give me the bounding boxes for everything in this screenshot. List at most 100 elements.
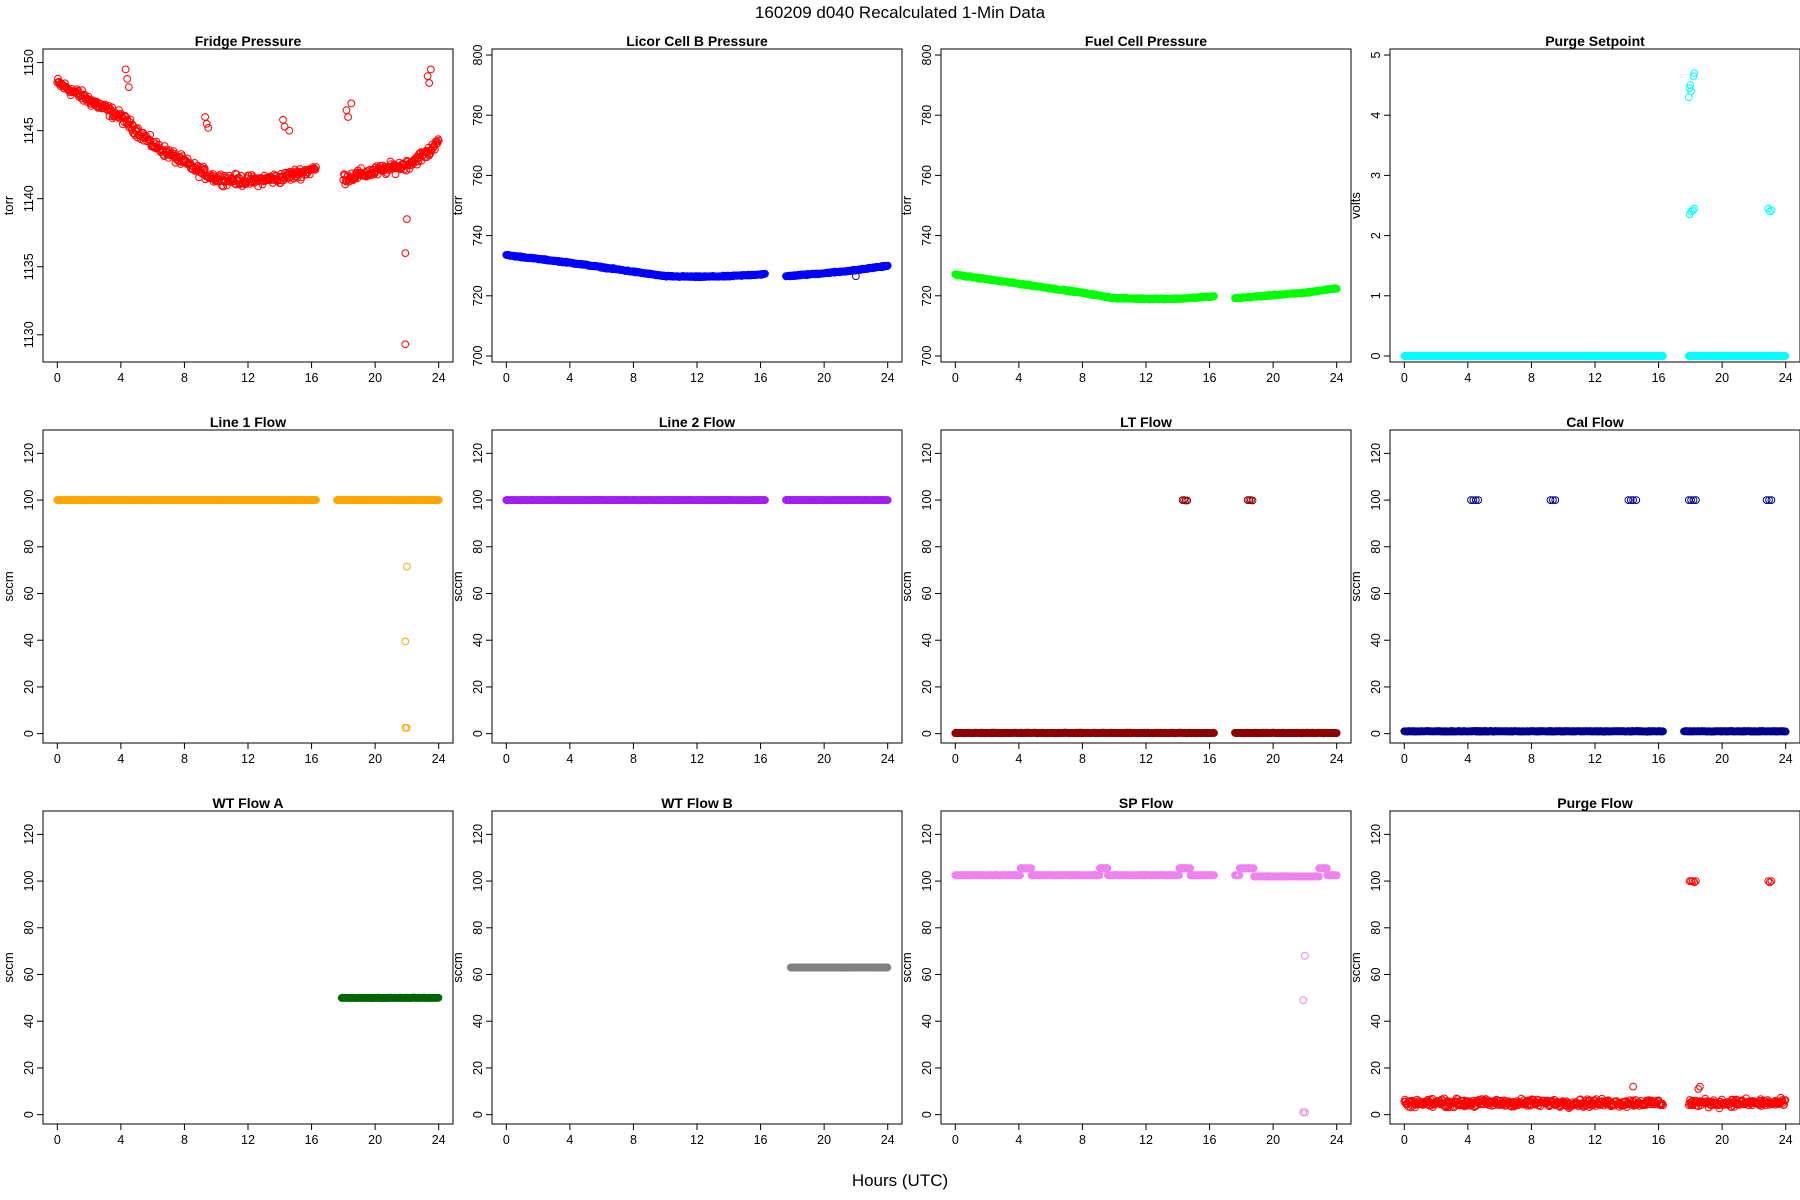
series-points [337, 993, 443, 1002]
y-tick-label: 20 [471, 680, 485, 694]
y-tick-label: 1150 [22, 49, 36, 76]
x-tick-label: 4 [117, 371, 124, 385]
data-point [414, 157, 423, 166]
x-tick-label: 8 [181, 752, 188, 766]
data-point [401, 723, 410, 732]
data-point [883, 496, 892, 505]
y-tick-label: 1145 [22, 117, 36, 144]
x-tick-label: 16 [1652, 752, 1666, 766]
x-tick-label: 8 [1528, 752, 1535, 766]
data-point [1332, 729, 1341, 737]
x-tick-label: 0 [503, 371, 510, 385]
data-point [285, 126, 294, 135]
plot-frame [1389, 429, 1800, 744]
x-tick-label: 0 [1401, 752, 1408, 766]
data-point [199, 162, 208, 171]
x-tick-label: 16 [754, 371, 768, 385]
x-tick-label: 20 [1715, 752, 1729, 766]
data-point [426, 65, 435, 74]
data-point [347, 99, 356, 108]
y-tick-label: 100 [471, 490, 485, 511]
x-tick-label: 0 [952, 371, 959, 385]
x-tick-label: 24 [1779, 371, 1793, 385]
y-tick-label: 60 [1369, 587, 1383, 601]
plot-frame [940, 48, 1352, 363]
x-tick-label: 0 [952, 752, 959, 766]
series-points [1400, 496, 1790, 736]
y-tick-label: 120 [471, 443, 485, 464]
data-point [312, 163, 320, 171]
panel-title: WT Flow A [212, 795, 283, 811]
data-point [401, 249, 410, 258]
y-tick-label: 780 [920, 105, 934, 126]
y-tick-label: 80 [22, 540, 36, 554]
panel-title: Line 1 Flow [210, 414, 286, 430]
series-points [53, 496, 443, 732]
x-tick-label: 8 [1528, 371, 1535, 385]
y-tick-label: 120 [22, 443, 36, 464]
x-tick-label: 4 [117, 752, 124, 766]
y-tick-label: 60 [920, 587, 934, 601]
y-axis-label: volts [1348, 192, 1363, 219]
data-point [401, 637, 410, 646]
data-point [124, 83, 133, 91]
y-tick-label: 1130 [22, 321, 36, 348]
x-tick-label: 8 [181, 1133, 188, 1147]
data-point [1767, 206, 1776, 215]
data-point [183, 154, 192, 163]
y-tick-label: 700 [471, 346, 485, 367]
x-tick-label: 16 [1203, 371, 1217, 385]
y-tick-label: 100 [1369, 490, 1383, 511]
plot-frame [940, 429, 1352, 744]
y-axis-label: sccm [1, 571, 16, 601]
x-tick-label: 12 [241, 1133, 255, 1147]
data-point [202, 119, 211, 128]
figure-title: 160209 d040 Recalculated 1-Min Data [755, 3, 1046, 22]
data-point [200, 164, 209, 173]
y-tick-label: 60 [471, 587, 485, 601]
data-point [403, 723, 411, 732]
series-points [1400, 69, 1790, 360]
data-point [342, 106, 351, 115]
y-tick-label: 0 [1369, 730, 1383, 737]
y-tick-label: 5 [1369, 51, 1383, 58]
data-point [1686, 81, 1695, 89]
y-tick-label: 20 [22, 680, 36, 694]
panel-title: Line 2 Flow [659, 414, 735, 430]
plot-frame [491, 429, 903, 744]
data-point [400, 165, 409, 174]
data-point [204, 124, 213, 132]
series-points [951, 496, 1341, 738]
y-tick-label: 0 [22, 730, 36, 737]
data-point [403, 215, 411, 224]
x-tick-label: 0 [1401, 371, 1408, 385]
y-tick-label: 3 [1369, 172, 1383, 179]
data-point [201, 113, 210, 121]
x-tick-label: 4 [117, 1133, 124, 1147]
y-axis-label: sccm [1348, 571, 1363, 601]
x-tick-label: 12 [1588, 752, 1602, 766]
x-tick-label: 8 [630, 752, 637, 766]
x-tick-label: 24 [432, 752, 446, 766]
x-tick-label: 16 [754, 752, 768, 766]
series-points [53, 65, 443, 349]
series-points [502, 496, 892, 505]
data-point [434, 136, 443, 145]
data-point [78, 86, 86, 95]
y-tick-label: 20 [22, 1061, 36, 1075]
x-tick-label: 24 [1779, 752, 1793, 766]
y-tick-label: 760 [471, 165, 485, 186]
panel-title: LT Flow [1120, 414, 1172, 430]
y-tick-label: 700 [920, 346, 934, 367]
x-tick-label: 20 [817, 752, 831, 766]
x-tick-label: 24 [1330, 752, 1344, 766]
x-tick-label: 20 [1266, 371, 1280, 385]
y-tick-label: 100 [920, 490, 934, 511]
x-tick-label: 8 [181, 371, 188, 385]
data-point [279, 115, 287, 124]
data-point [123, 75, 132, 83]
x-tick-label: 16 [1652, 371, 1666, 385]
x-tick-label: 20 [368, 371, 382, 385]
